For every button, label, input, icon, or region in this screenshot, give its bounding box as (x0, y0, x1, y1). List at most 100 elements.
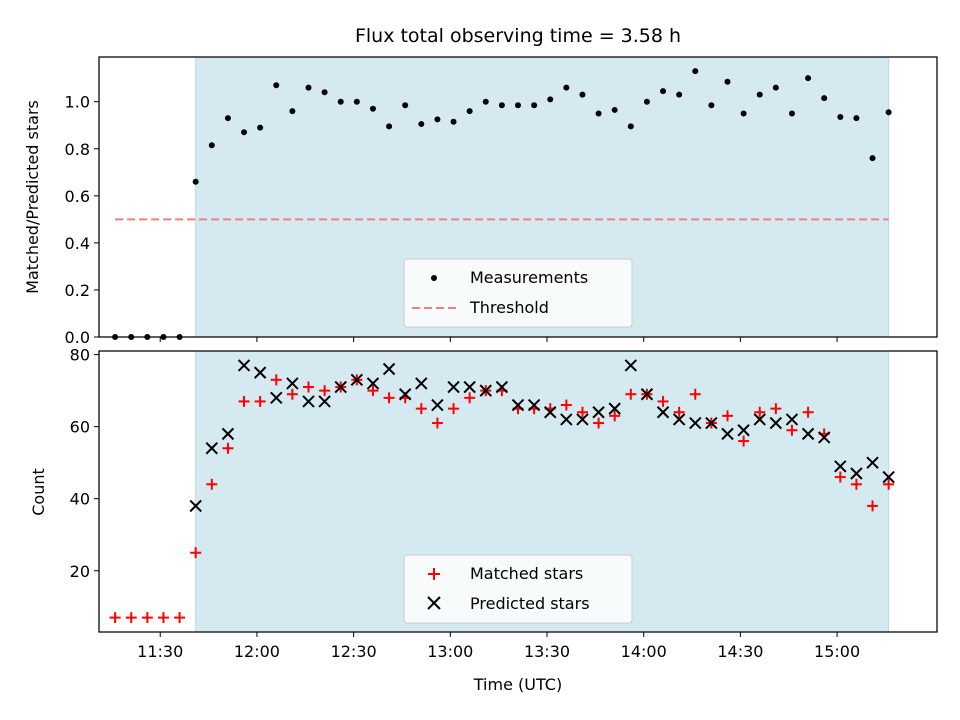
matched-point (673, 406, 685, 418)
matched-point (383, 392, 395, 404)
predicted-point (560, 413, 573, 426)
matched-point (609, 410, 621, 422)
measurement-point (450, 118, 457, 125)
predicted-point (721, 427, 734, 441)
predicted-point (753, 413, 766, 426)
matched-point (367, 385, 379, 397)
predicted-point (431, 398, 444, 412)
predicted-point (592, 406, 605, 419)
x-tick-label: 15:00 (814, 642, 860, 661)
predicted-point-b (253, 366, 267, 379)
predicted-point (817, 431, 831, 444)
predicted-point-b (817, 431, 831, 444)
y-tick-label: 0.8 (65, 140, 90, 159)
measurement-point (772, 84, 779, 91)
x-tick-label: 14:00 (621, 642, 667, 661)
measurement-point (563, 84, 570, 91)
y-tick-label: 60 (70, 418, 90, 437)
predicted-point (737, 424, 750, 437)
measurement-point (353, 98, 360, 105)
top-y-axis-label: Matched/Predicted stars (23, 100, 42, 294)
measurement-point (885, 109, 892, 116)
matched-point (174, 612, 186, 624)
matched-point (415, 403, 427, 415)
measurement-point (579, 91, 586, 98)
bottom-y-axis-label: Count (29, 468, 48, 516)
predicted-point-b (801, 427, 815, 441)
measurement-point (515, 102, 521, 109)
predicted-point-b (205, 442, 219, 455)
predicted-point (576, 413, 589, 426)
predicted-point-b (705, 416, 718, 430)
measurement-point (788, 110, 795, 117)
x-tick-label: 13:30 (524, 642, 570, 661)
bottom-plot-frame (98, 350, 938, 633)
predicted-point-b (560, 413, 573, 426)
matched-point (431, 417, 443, 429)
measurement-point (241, 129, 248, 136)
predicted-point (624, 359, 638, 372)
predicted-point-b (672, 413, 686, 426)
predicted-point (237, 359, 251, 372)
predicted-point-b (447, 380, 460, 394)
predicted-point-b (334, 380, 347, 394)
measurement-point (531, 102, 538, 109)
measurement-point (821, 95, 828, 102)
matched-point (190, 547, 202, 559)
measurement-point (305, 84, 312, 91)
measurement-point (676, 91, 683, 98)
predicted-point-b (221, 427, 235, 441)
predicted-point (850, 467, 863, 480)
x-tick-label: 11:30 (137, 642, 183, 661)
bottom-y-ticks: 20 40 60 80 (70, 346, 99, 581)
matched-point (786, 424, 798, 436)
predicted-point-b (785, 413, 799, 426)
legend-predicted-label: Predicted stars (470, 594, 590, 613)
matched-point (319, 385, 331, 397)
x-axis-label: Time (UTC) (473, 675, 562, 694)
predicted-point-b (398, 388, 412, 401)
measurement-point (402, 102, 409, 109)
top-plot-frame (98, 56, 938, 338)
chart-title: Flux total observing time = 3.58 h (355, 25, 681, 47)
legend-measurements-marker (431, 275, 437, 281)
top-legend-box (403, 258, 633, 328)
predicted-point-b (640, 388, 654, 401)
predicted-point (705, 416, 718, 430)
legend-threshold-label: Threshold (469, 298, 549, 317)
predicted-point (882, 470, 895, 484)
matched-point (850, 478, 862, 490)
predicted-point-b (318, 395, 331, 408)
matched-point (625, 388, 637, 400)
predicted-point-b (882, 470, 895, 484)
measurement-point (369, 105, 376, 112)
predicted-point (834, 460, 847, 473)
matched-point (576, 406, 588, 418)
predicted-point (350, 373, 364, 387)
matched-point (238, 395, 250, 407)
predicted-point-b (495, 380, 509, 394)
matched-point (738, 435, 750, 447)
predicted-point (866, 456, 879, 469)
predicted-point (511, 398, 525, 412)
measurement-point (337, 98, 344, 105)
predicted-point-b (866, 456, 879, 469)
matched-point (141, 612, 153, 624)
measurement-point (321, 89, 328, 96)
measurement-point (643, 98, 650, 105)
matched-point (689, 388, 701, 400)
predicted-point-b (463, 380, 476, 394)
measurement-point (595, 110, 602, 117)
predicted-point (608, 402, 621, 415)
measurement-point (273, 82, 280, 89)
predicted-point (270, 391, 283, 405)
measurement-point (289, 108, 296, 115)
predicted-point (334, 380, 347, 394)
x-tick-label: 12:00 (234, 642, 280, 661)
predicted-point-b (511, 398, 525, 412)
predicted-point-b (415, 377, 428, 390)
measurement-point (660, 88, 667, 95)
y-tick-label: 1.0 (65, 93, 90, 112)
predicted-point (785, 413, 799, 426)
